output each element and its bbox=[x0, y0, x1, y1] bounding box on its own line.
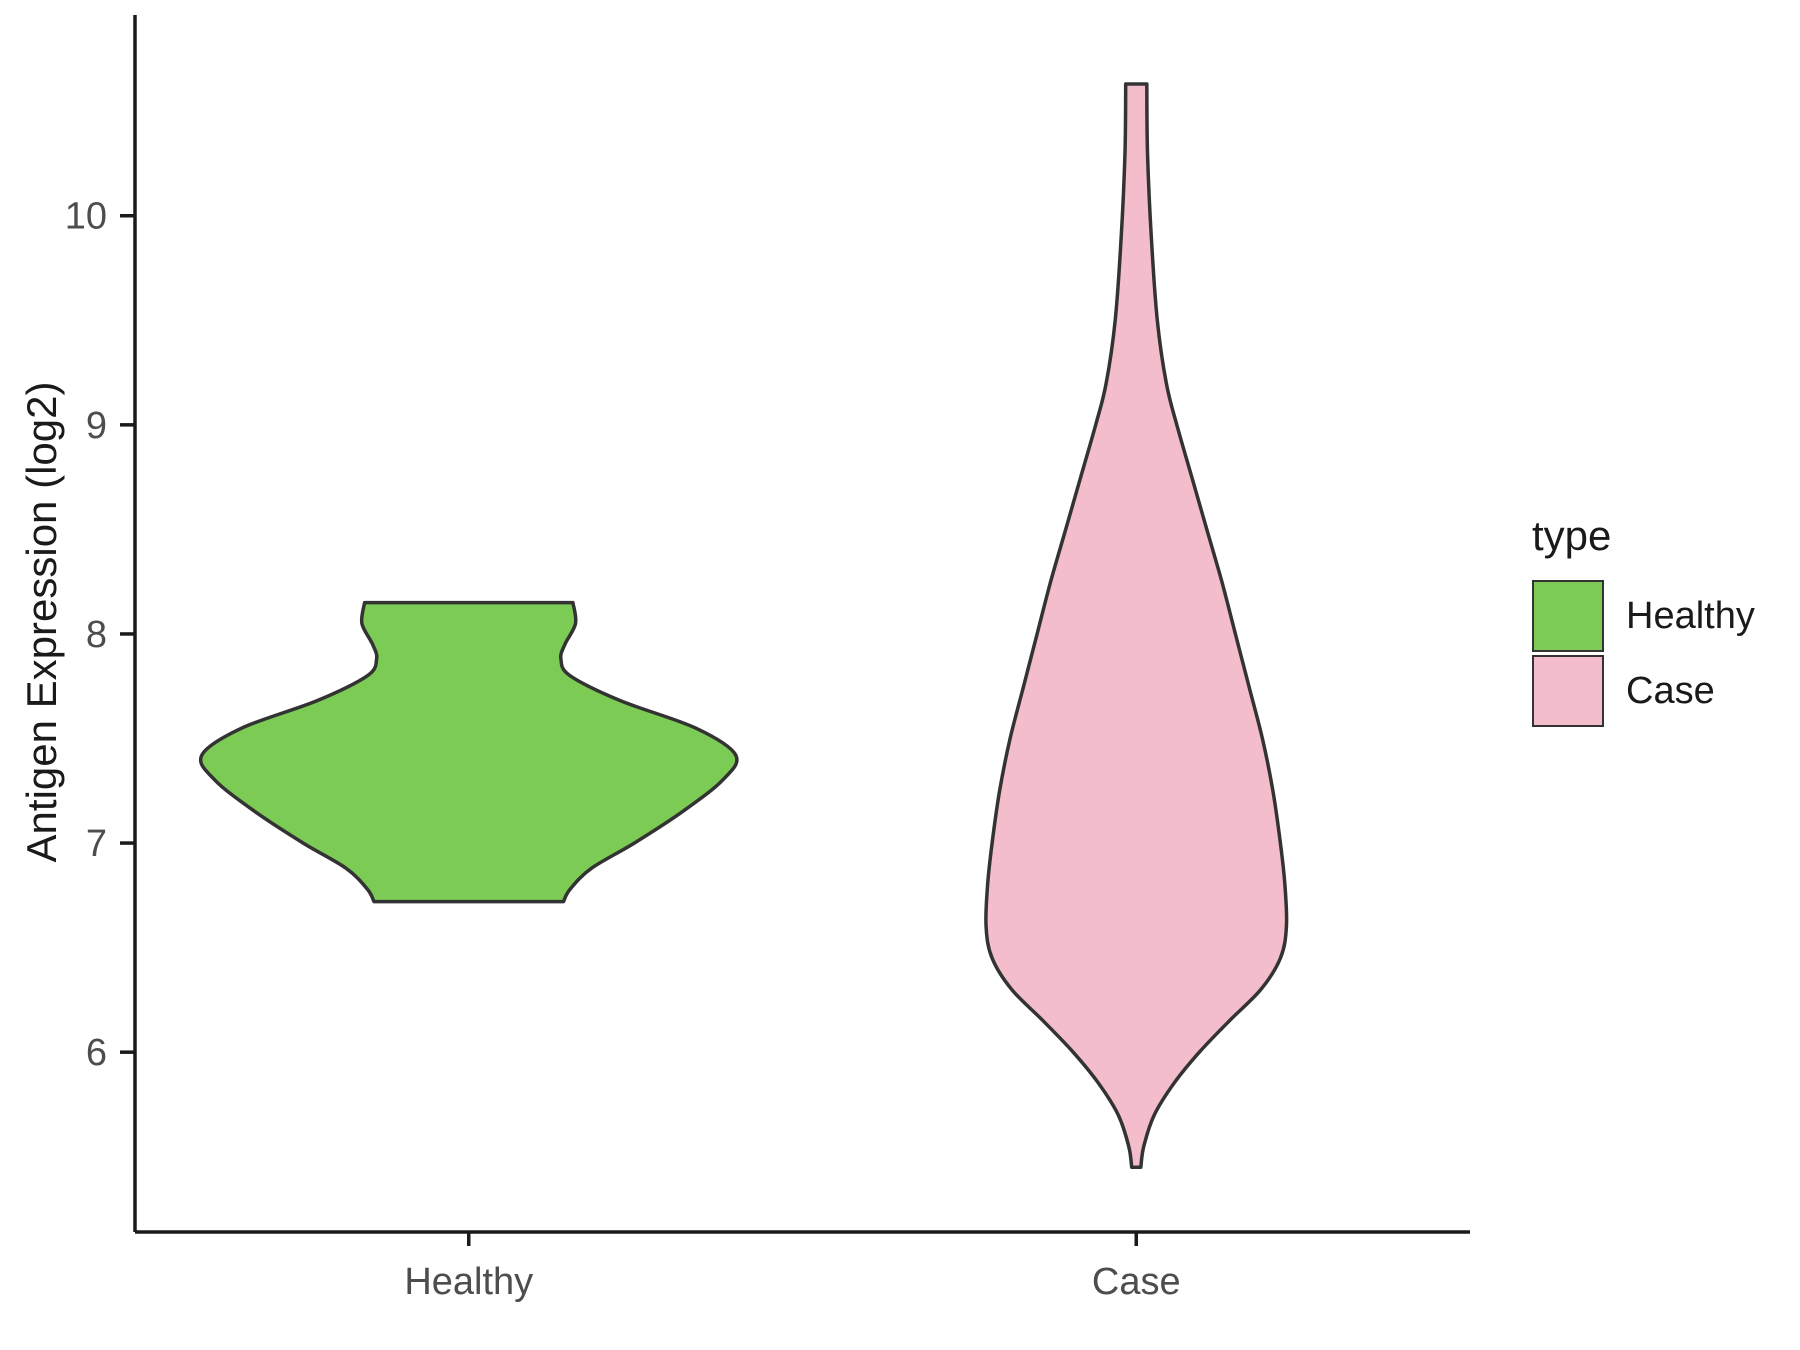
x-tick-label-healthy: Healthy bbox=[404, 1261, 533, 1303]
violin-healthy bbox=[198, 600, 739, 904]
legend-swatch-case bbox=[1532, 655, 1604, 727]
y-tick-label: 8 bbox=[86, 614, 107, 656]
y-axis-title: Antigen Expression (log2) bbox=[18, 381, 65, 863]
legend: type Healthy Case bbox=[1532, 512, 1755, 730]
y-tick-label: 9 bbox=[86, 405, 107, 447]
legend-swatch-healthy bbox=[1532, 580, 1604, 652]
legend-label-healthy: Healthy bbox=[1626, 594, 1755, 637]
legend-title: type bbox=[1532, 512, 1612, 559]
x-tick-label-case: Case bbox=[1092, 1261, 1181, 1303]
legend-label-case: Case bbox=[1626, 669, 1715, 712]
violin-case bbox=[984, 82, 1289, 1169]
y-tick-label: 6 bbox=[86, 1032, 107, 1074]
y-tick-label: 10 bbox=[65, 196, 107, 238]
legend-item-healthy: Healthy bbox=[1532, 580, 1755, 652]
legend-item-case: Case bbox=[1532, 655, 1755, 727]
y-tick-label: 7 bbox=[86, 823, 107, 865]
